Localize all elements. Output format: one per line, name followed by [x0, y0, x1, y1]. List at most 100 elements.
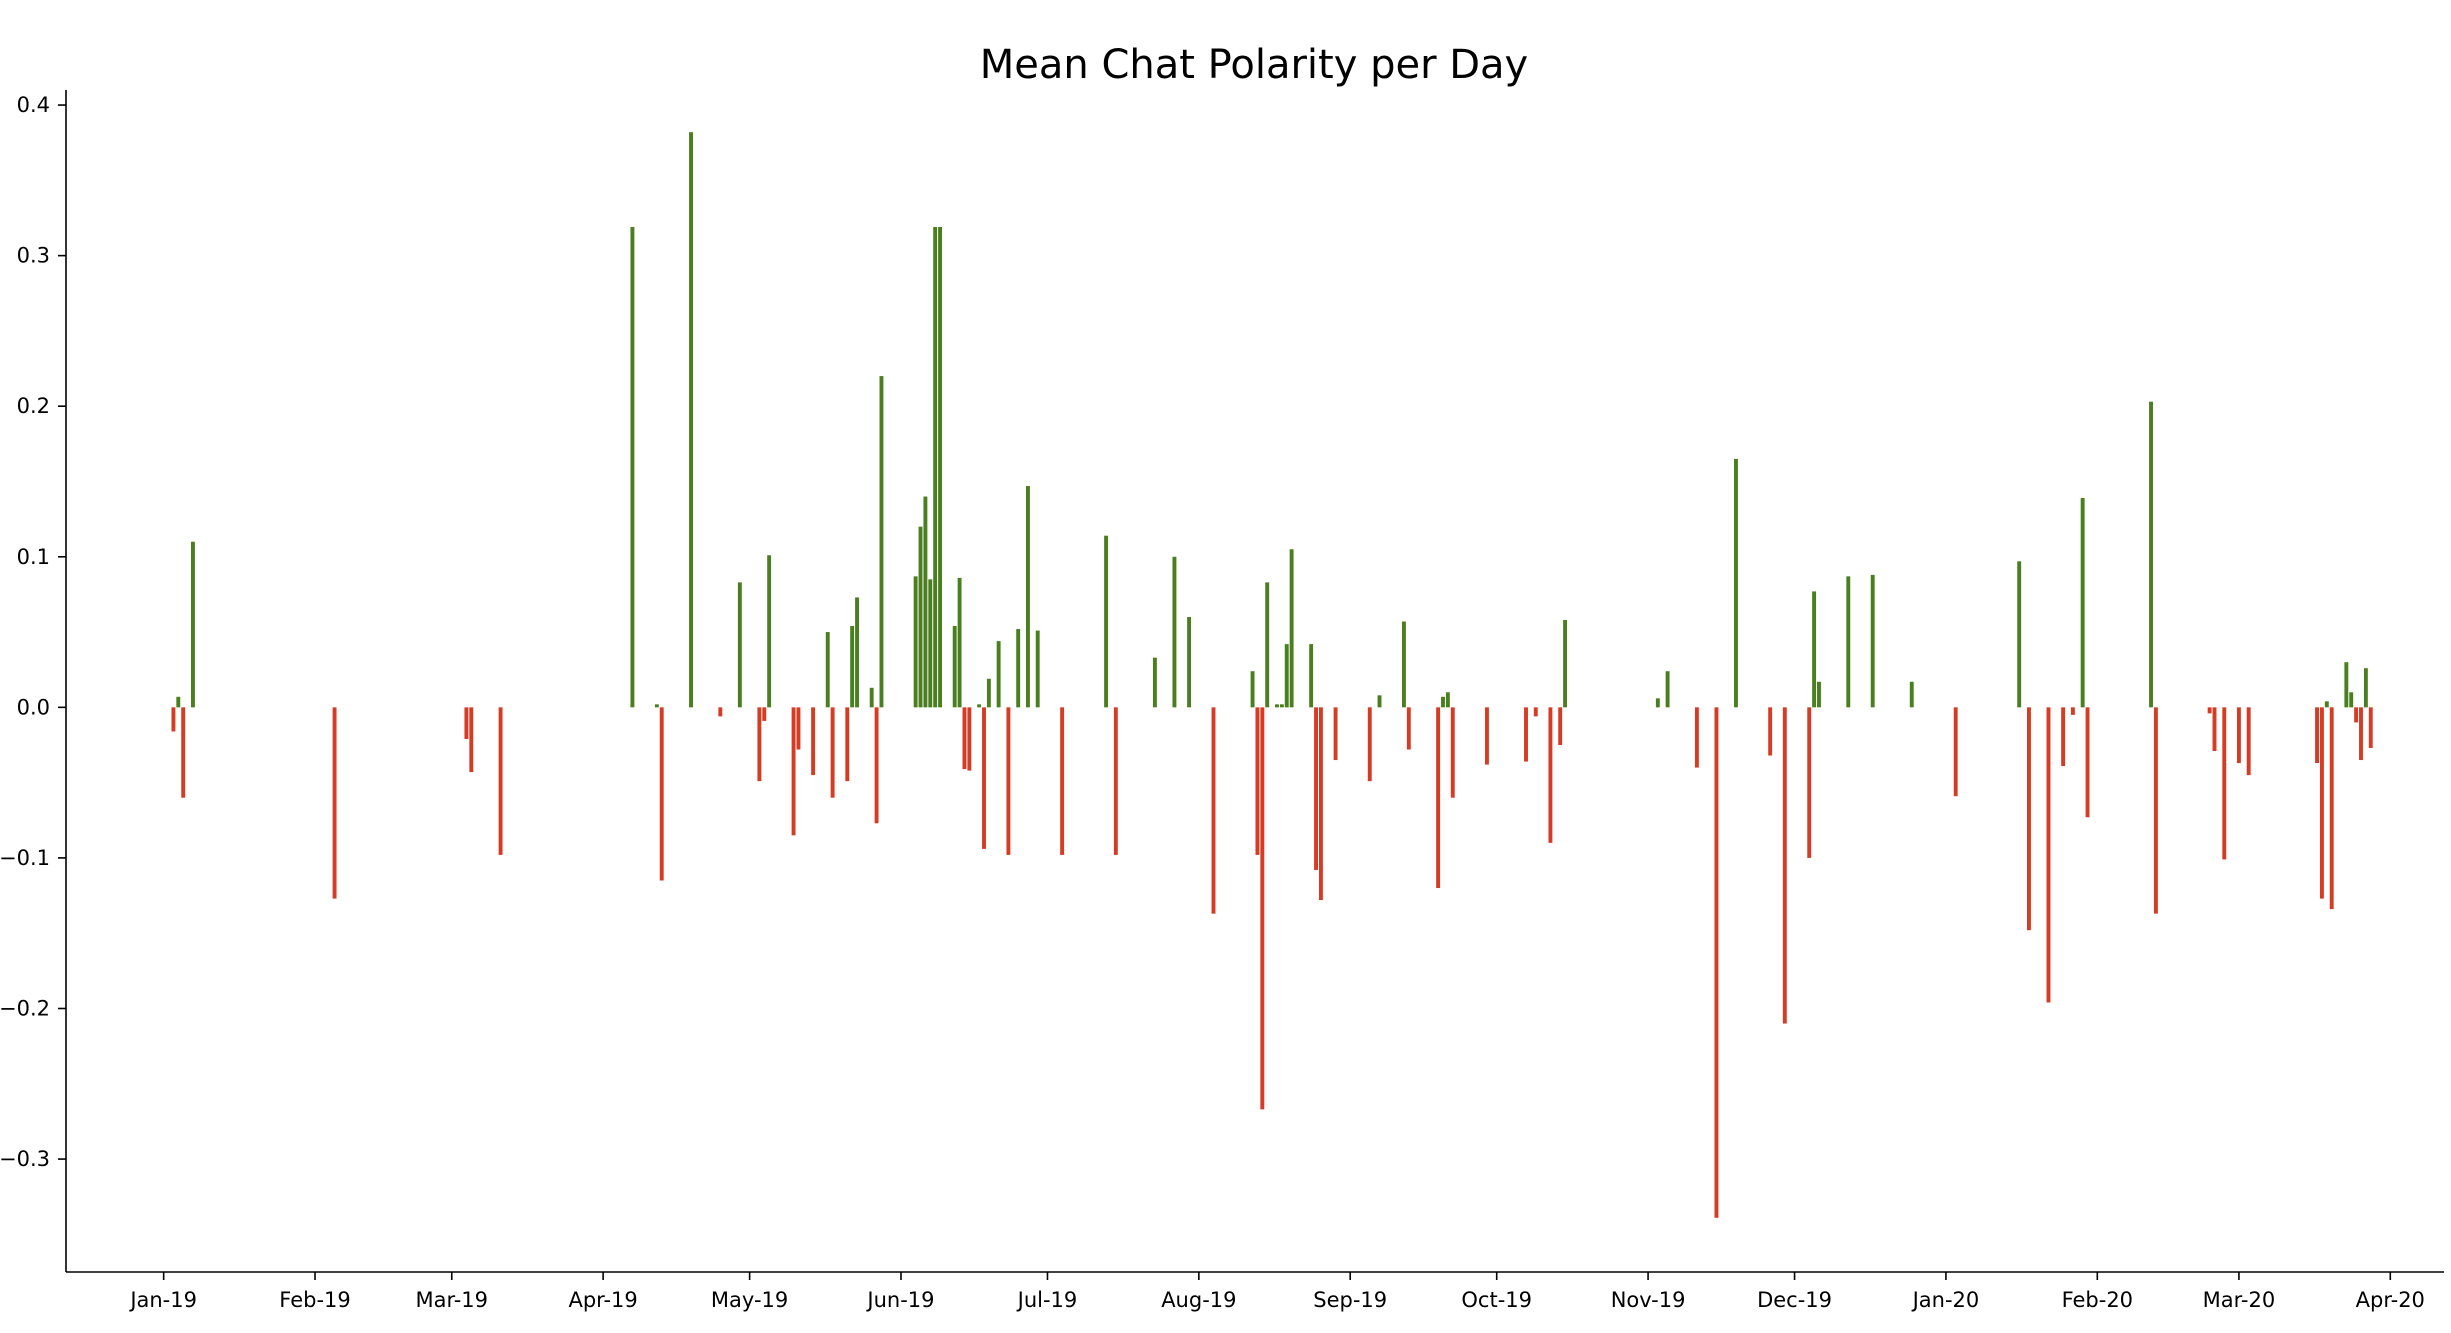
bar-2019-06-07	[928, 579, 933, 708]
x-tick-label: Feb-20	[2062, 1288, 2133, 1312]
bar-2019-11-11	[1694, 707, 1699, 768]
bar-2019-10-15	[1563, 620, 1568, 708]
bar-2019-04-07	[630, 227, 635, 708]
bar-2020-03-23	[2344, 662, 2349, 708]
x-tick-label: Dec-19	[1757, 1288, 1832, 1312]
x-axis-ticks: Jan-19 Feb-19 Mar-19 Apr-19 May-19 Jun-19 Jul-…	[128, 1272, 2425, 1312]
bar-2019-04-25	[718, 707, 723, 717]
bar-2019-10-14	[1558, 707, 1563, 745]
chart-title: Mean Chat Polarity per Day	[980, 42, 1528, 88]
bar-2019-06-06	[923, 496, 928, 708]
bar-2019-08-19	[1284, 644, 1289, 708]
bar-2019-11-15	[1714, 707, 1719, 1218]
bar-2020-03-17	[2315, 707, 2319, 764]
bar-2019-08-14	[1260, 707, 1265, 1110]
bar-2019-05-21	[845, 707, 850, 782]
y-tick-label: 0.4	[17, 93, 50, 117]
bar-2019-05-26	[869, 687, 874, 708]
bar-2019-12-04	[1807, 707, 1812, 858]
x-tick-label: Sep-19	[1313, 1288, 1387, 1312]
bar-2019-05-27	[874, 707, 879, 824]
x-tick-label: Apr-20	[2356, 1288, 2425, 1312]
bar-2019-05-17	[825, 632, 830, 708]
bar-2019-06-04	[913, 576, 918, 708]
x-tick-label: Jan-20	[1911, 1288, 1980, 1312]
bar-2019-05-11	[796, 707, 801, 750]
bar-2019-06-18	[982, 707, 986, 849]
bar-2019-06-21	[996, 641, 1001, 708]
bar-2020-03-28	[2368, 707, 2373, 748]
bar-2019-10-12	[1548, 707, 1553, 843]
bar-2019-05-03	[757, 707, 762, 782]
bar-2019-06-08	[933, 227, 938, 708]
bar-2019-12-06	[1817, 681, 1821, 708]
bar-2019-03-11	[498, 707, 503, 855]
bar-2020-03-18	[2319, 707, 2324, 899]
bar-2019-04-29	[737, 582, 742, 708]
bar-2019-08-15	[1265, 582, 1270, 708]
bar-2019-01-03	[171, 707, 176, 732]
bar-2019-06-17	[977, 704, 982, 708]
bar-2019-01-04	[176, 696, 181, 708]
bar-2019-09-19	[1436, 707, 1441, 889]
bar-2019-03-04	[464, 707, 469, 739]
x-tick-label: Jun-19	[865, 1288, 934, 1312]
bar-2019-08-29	[1333, 707, 1338, 761]
bar-2020-01-16	[2017, 561, 2022, 708]
bar-2019-07-15	[1113, 707, 1118, 855]
bar-2019-11-19	[1734, 458, 1738, 708]
x-tick-label: Mar-20	[2203, 1288, 2276, 1312]
bar-2019-12-05	[1812, 591, 1817, 708]
x-tick-label: Aug-19	[1161, 1288, 1236, 1312]
bar-2020-01-18	[2027, 707, 2031, 931]
bar-2019-07-27	[1172, 556, 1177, 708]
bar-2019-06-27	[1025, 486, 1030, 708]
bar-2019-09-21	[1445, 692, 1450, 708]
bar-2019-09-22	[1450, 707, 1455, 798]
bar-2019-07-30	[1187, 617, 1192, 708]
bar-2019-09-29	[1484, 707, 1489, 765]
bar-2020-02-12	[2149, 401, 2153, 708]
bar-2019-08-17	[1275, 704, 1279, 708]
bar-2019-11-29	[1782, 707, 1787, 1024]
y-tick-label: −0.2	[0, 996, 50, 1020]
bar-2019-03-05	[469, 707, 474, 773]
bar-2019-12-12	[1846, 576, 1851, 708]
bar-2020-03-27	[2363, 668, 2368, 708]
y-tick-label: 0.0	[17, 695, 50, 719]
bar-2019-09-12	[1401, 621, 1406, 708]
bar-2019-05-10	[791, 707, 796, 836]
bar-2019-08-18	[1279, 704, 1284, 708]
bar-2019-01-07	[191, 541, 195, 708]
bar-2019-11-26	[1768, 707, 1773, 756]
bar-2020-02-24	[2207, 707, 2212, 714]
bar-2019-08-26	[1318, 707, 1323, 901]
bar-2019-08-25	[1314, 707, 1318, 870]
bar-2019-06-12	[952, 626, 957, 708]
bar-2020-02-13	[2153, 707, 2158, 914]
bar-2020-01-29	[2080, 498, 2085, 708]
x-tick-label: Jan-19	[128, 1288, 197, 1312]
bar-2019-09-13	[1406, 707, 1411, 750]
bars-group	[171, 132, 2373, 1218]
x-tick-label: Jul-19	[1016, 1288, 1078, 1312]
bar-2019-04-12	[654, 704, 659, 708]
bar-2019-05-04	[762, 707, 767, 721]
bar-2020-03-20	[2329, 707, 2334, 910]
bar-2019-12-17	[1870, 574, 1875, 708]
bar-2020-02-25	[2212, 707, 2217, 752]
bar-2020-03-19	[2324, 701, 2329, 708]
bar-2019-08-24	[1309, 644, 1314, 708]
bar-2020-01-27	[2070, 707, 2075, 715]
bar-2019-07-04	[1060, 707, 1065, 855]
bar-2020-01-25	[2061, 707, 2066, 767]
bar-2019-05-23	[855, 597, 859, 708]
bar-2019-06-19	[986, 678, 991, 708]
bar-2020-02-27	[2222, 707, 2227, 860]
x-tick-label: Mar-19	[415, 1288, 488, 1312]
bar-2019-06-14	[962, 707, 967, 770]
bar-2019-06-09	[938, 227, 943, 708]
x-tick-label: Apr-19	[568, 1288, 637, 1312]
bar-2019-09-20	[1441, 696, 1445, 708]
bar-2020-03-25	[2354, 707, 2359, 723]
